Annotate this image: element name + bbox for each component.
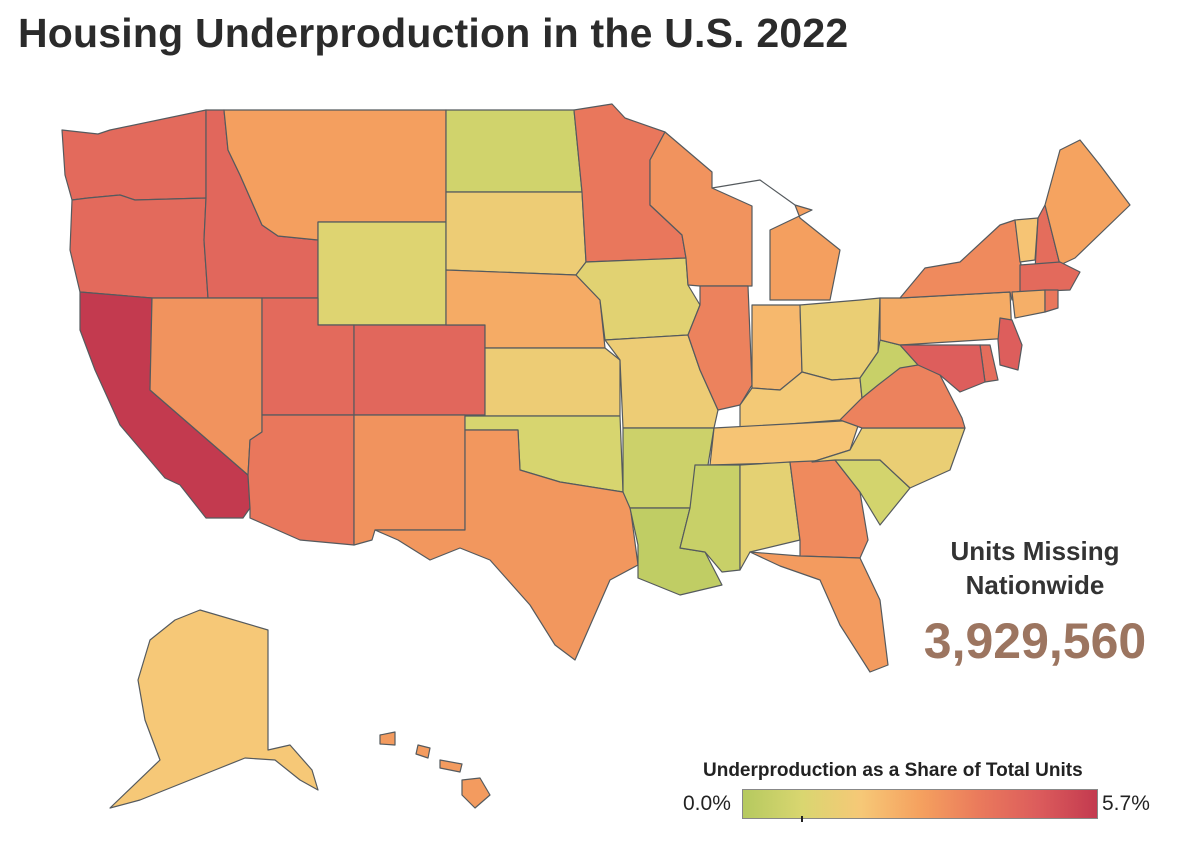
state-ak[interactable] (109, 609, 319, 809)
state-ny[interactable] (899, 219, 1026, 301)
state-fl[interactable] (749, 551, 889, 673)
state-me[interactable] (1044, 139, 1131, 266)
legend-min-label: 0.0% (683, 792, 731, 815)
state-wy[interactable] (317, 221, 447, 326)
state-or[interactable] (69, 194, 209, 299)
state-md[interactable] (899, 344, 986, 393)
state-hi[interactable] (379, 731, 491, 809)
state-nc[interactable] (811, 427, 966, 489)
units-missing-label-line2: Nationwide (965, 570, 1105, 600)
state-co[interactable] (353, 324, 486, 416)
legend-color-ramp (742, 789, 1098, 819)
units-missing-value: 3,929,560 (923, 613, 1147, 669)
state-ma[interactable] (1019, 261, 1081, 293)
state-sd[interactable] (445, 191, 587, 276)
page-title: Housing Underproduction in the U.S. 2022 (18, 10, 849, 56)
state-nj[interactable] (997, 317, 1023, 371)
state-tx[interactable] (374, 429, 639, 661)
state-in[interactable] (751, 304, 803, 391)
state-ct[interactable] (1011, 289, 1046, 319)
state-il[interactable] (687, 285, 753, 411)
state-pa[interactable] (879, 291, 1013, 346)
state-ks[interactable] (484, 347, 621, 417)
state-wi[interactable] (649, 131, 753, 287)
state-az[interactable] (247, 414, 355, 546)
legend-title: Underproduction as a Share of Total Unit… (703, 760, 1083, 781)
legend-max-label: 5.7% (1102, 792, 1150, 815)
legend-tick (801, 816, 803, 822)
state-mi[interactable] (711, 179, 841, 301)
state-al[interactable] (739, 461, 801, 571)
state-ri[interactable] (1044, 289, 1059, 313)
state-nm[interactable] (353, 414, 466, 546)
state-nd[interactable] (445, 109, 583, 193)
state-wa[interactable] (61, 109, 207, 201)
units-missing-label-line1: Units Missing (950, 536, 1120, 566)
